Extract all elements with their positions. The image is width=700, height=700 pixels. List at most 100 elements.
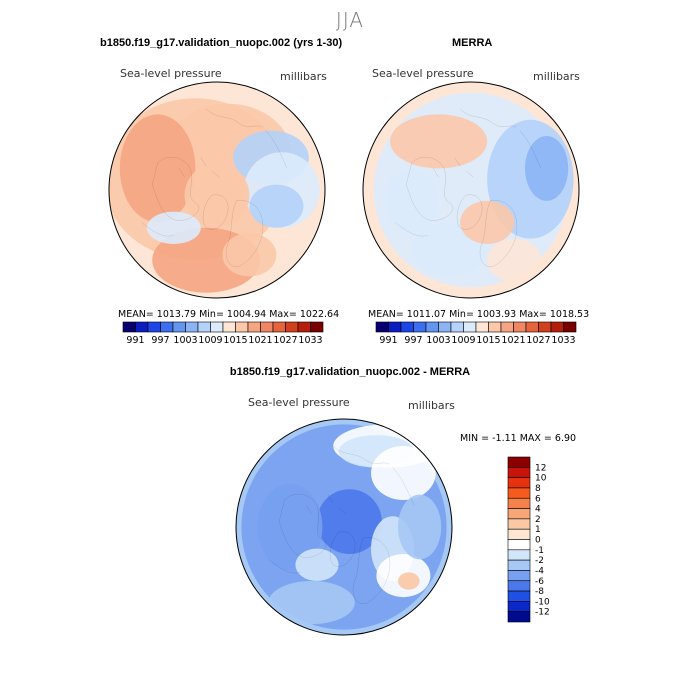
colorbar-tick-label: 1027 <box>273 335 297 346</box>
colorbar-tick-label: 1003 <box>426 335 450 346</box>
colorbar-tick-label: 2 <box>535 515 541 525</box>
colorbar-box <box>550 321 564 333</box>
obs-panel-title: MERRA <box>452 37 493 49</box>
colorbar-1: 991 997 1003 1009 1015 1021 1027 1033 <box>375 321 577 346</box>
colorbar-tick-label: -12 <box>535 608 550 618</box>
colorbar-box <box>507 611 531 623</box>
coastline <box>179 158 219 177</box>
colorbar-tick-label: 1027 <box>526 335 550 346</box>
colorbar-box <box>507 580 531 592</box>
colorbar-box <box>507 487 531 499</box>
field-contour <box>119 114 196 223</box>
colorbar-box <box>500 321 514 333</box>
diff-units-label: millibars <box>408 399 455 412</box>
diff-panel-title: b1850.f19_g17.validation_nuopc.002 - MER… <box>229 366 471 378</box>
colorbar-tick-label: -4 <box>535 566 544 576</box>
field-contour <box>249 184 304 228</box>
colorbar-tick-label: 4 <box>535 505 541 515</box>
colorbar-tick-label: 1015 <box>476 335 500 346</box>
field-contour <box>222 233 277 277</box>
colorbar-box <box>147 321 161 333</box>
field-contour <box>398 494 442 560</box>
colorbar-box <box>122 321 136 333</box>
colorbar-box <box>135 321 149 333</box>
colorbar-tick-label: 6 <box>535 494 541 504</box>
colorbar-tick-label: -6 <box>535 577 544 587</box>
colorbar-box <box>425 321 439 333</box>
colorbar-tick-label: 1009 <box>198 335 222 346</box>
colorbar-box <box>507 528 531 540</box>
colorbar-box <box>450 321 464 333</box>
colorbar-box <box>507 549 531 561</box>
field-contour <box>487 238 542 282</box>
colorbar-box <box>507 539 531 551</box>
field-contour <box>384 168 439 234</box>
colorbar-box <box>400 321 414 333</box>
coastline <box>330 532 355 567</box>
colorbar-tick-label: -8 <box>535 587 544 597</box>
colorbar-tick-label: 997 <box>404 335 422 346</box>
colorbar-box <box>507 601 531 612</box>
field-contour <box>184 163 250 228</box>
colorbar-tick-label: -10 <box>535 597 550 607</box>
diff-stats: MIN = -1.11 MAX = 6.90 <box>460 433 577 444</box>
field-contour <box>268 581 355 625</box>
colorbar-tick-label: -1 <box>535 546 544 556</box>
colorbar-tick-label: 1021 <box>248 335 272 346</box>
model-panel-title: b1850.f19_g17.validation_nuopc.002 (yrs … <box>100 37 343 49</box>
field-contour <box>295 548 339 581</box>
colorbar-box <box>185 321 199 333</box>
polar-map-2 <box>235 418 453 636</box>
colorbar-box <box>507 467 531 478</box>
model-units-label: millibars <box>280 70 327 83</box>
colorbar-box <box>297 321 311 333</box>
field-contour <box>398 572 420 590</box>
colorbar-box <box>507 570 531 582</box>
colorbar-0: 991 997 1003 1009 1015 1021 1027 1033 <box>122 321 324 346</box>
polar-map-1 <box>362 81 580 299</box>
colorbar-box <box>507 508 531 520</box>
colorbar-box <box>222 321 236 333</box>
colorbar-box <box>285 321 299 333</box>
coastline <box>306 495 346 514</box>
colorbar-tick-label: 991 <box>379 335 397 346</box>
colorbar-tick-label: 1003 <box>173 335 197 346</box>
coastline <box>433 158 473 177</box>
colorbar-box <box>197 321 211 333</box>
colorbar-box <box>247 321 261 333</box>
coastline <box>203 195 228 230</box>
field-contour <box>460 200 515 244</box>
map-border <box>235 418 453 636</box>
colorbar-box <box>172 321 186 333</box>
obs-variable-label: Sea-level pressure <box>372 67 474 80</box>
field-contour <box>317 489 382 554</box>
colorbar-tick-label: 10 <box>535 474 547 484</box>
colorbar-tick-label: 997 <box>151 335 169 346</box>
map-border <box>362 81 580 299</box>
diff-variable-label: Sea-level pressure <box>248 396 350 409</box>
colorbar-box <box>413 321 427 333</box>
colorbar-tick-label: -2 <box>535 556 544 566</box>
colorbar-tick-label: 991 <box>126 335 144 346</box>
colorbar-tick-label: 1 <box>535 525 541 535</box>
colorbar-box <box>210 321 224 333</box>
colorbar-box <box>563 321 577 333</box>
field-contour <box>146 211 201 244</box>
colorbar-box <box>260 321 274 333</box>
field-contour <box>371 446 436 500</box>
colorbar-tick-label: 1033 <box>298 335 322 346</box>
colorbar-tick-label: 0 <box>535 536 541 546</box>
colorbar-box <box>507 590 531 602</box>
obs-stats: MEAN= 1011.07 Min= 1003.93 Max= 1018.53 <box>368 309 590 320</box>
colorbar-tick-label: 12 <box>535 463 546 473</box>
polar-map-0 <box>108 81 326 299</box>
colorbar-box <box>160 321 174 333</box>
colorbar-box <box>507 456 531 468</box>
field-contour <box>525 136 569 201</box>
colorbar-box <box>488 321 502 333</box>
coastline <box>457 195 482 230</box>
season-title: JJA <box>335 8 365 32</box>
colorbar-tick-label: 1009 <box>451 335 475 346</box>
colorbar-tick-label: 1033 <box>551 335 575 346</box>
